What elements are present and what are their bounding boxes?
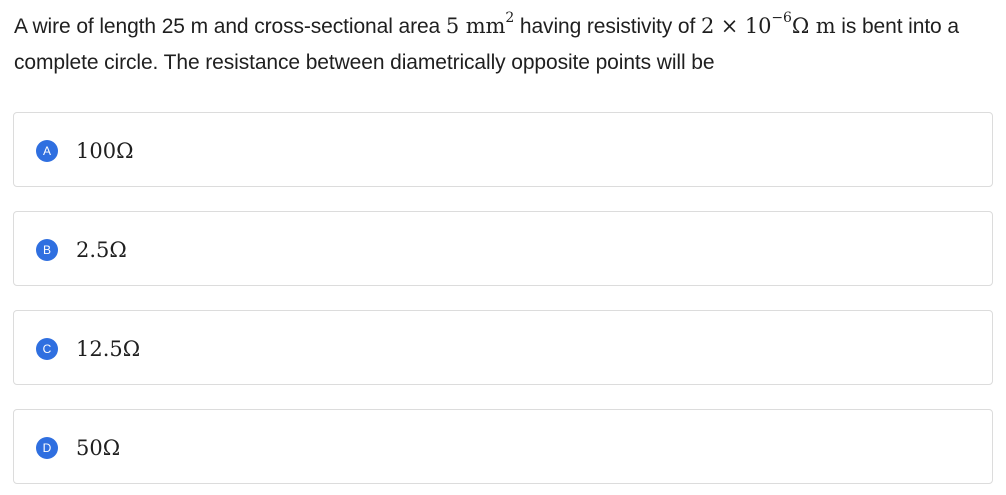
option-a-value: 100Ω [76,139,134,163]
area-exponent: 2 [505,10,515,26]
option-a[interactable]: A 100Ω [13,112,993,187]
option-c[interactable]: C 12.5Ω [13,310,993,385]
question-text: A wire of length 25 m and cross-sectiona… [14,8,999,81]
question-part-3: is bent into a complete circle. The resi… [14,15,959,74]
resistivity-value: 2 × 10 [700,14,772,38]
resistivity-unit: Ω m [791,14,836,38]
area-expression: 5 mm2 [445,11,514,38]
option-d[interactable]: D 50Ω [13,409,993,484]
question-part-2: having resistivity of [514,15,701,38]
option-d-value: 50Ω [76,436,121,460]
option-b[interactable]: B 2.5Ω [13,211,993,286]
option-c-badge: C [36,338,58,360]
option-b-value: 2.5Ω [76,238,127,262]
resistivity-exponent: −6 [771,10,792,26]
option-c-value: 12.5Ω [76,337,141,361]
option-a-badge: A [36,140,58,162]
area-value: 5 mm [445,14,506,38]
resistivity-expression: 2 × 10−6Ω m [700,11,836,38]
option-d-badge: D [36,437,58,459]
question-part-1: A wire of length 25 m and cross-sectiona… [14,15,446,38]
option-b-badge: B [36,239,58,261]
